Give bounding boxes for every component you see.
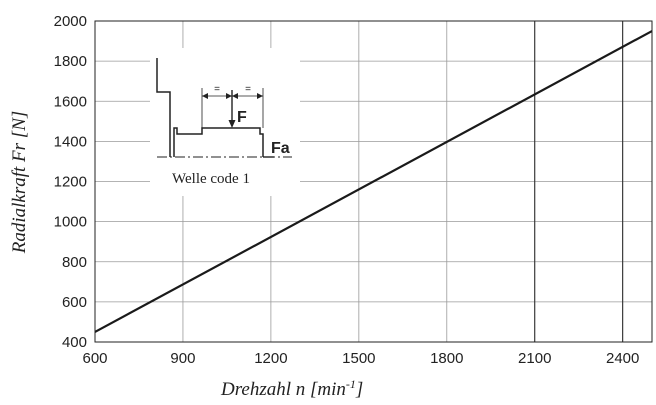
equal-mark-right: =	[245, 84, 251, 95]
y-tick-label: 600	[62, 294, 87, 311]
y-tick-label: 1600	[54, 93, 87, 110]
y-axis-title: Radialkraft Fr [N]	[9, 111, 30, 255]
shaft-inset-diagram: = = F Fa Welle code 1	[150, 48, 300, 196]
axial-force-label: Fa	[271, 140, 290, 157]
x-tick-label: 2100	[518, 350, 551, 367]
equal-mark-left: =	[214, 84, 220, 95]
inset-background	[150, 48, 300, 196]
y-tick-label: 1200	[54, 174, 87, 191]
vertical-marker-layer	[534, 21, 624, 342]
series-layer	[94, 30, 653, 333]
y-tick-label: 800	[62, 254, 87, 271]
y-tick-label: 1800	[54, 53, 87, 70]
x-tick-label: 1800	[430, 350, 463, 367]
x-tick-label: 1200	[254, 350, 287, 367]
y-tick-label: 2000	[54, 13, 87, 30]
inset-caption: Welle code 1	[172, 171, 250, 187]
x-tick-label: 2400	[606, 350, 639, 367]
force-label: F	[237, 109, 247, 126]
plot-frame	[94, 20, 653, 343]
shaft-housing-outline	[156, 58, 171, 157]
x-tick-label: 600	[82, 350, 107, 367]
x-tick-label: 900	[170, 350, 195, 367]
y-tick-label: 1000	[54, 214, 87, 231]
x-tick-label: 1500	[342, 350, 375, 367]
x-axis-title: Drehzahl n [min-1]	[220, 377, 363, 400]
force-arrow-head	[228, 120, 236, 128]
y-tick-label: 400	[62, 334, 87, 351]
shaft-outline	[173, 127, 264, 157]
y-tick-label: 1400	[54, 133, 87, 150]
radial-force-line	[94, 30, 653, 333]
